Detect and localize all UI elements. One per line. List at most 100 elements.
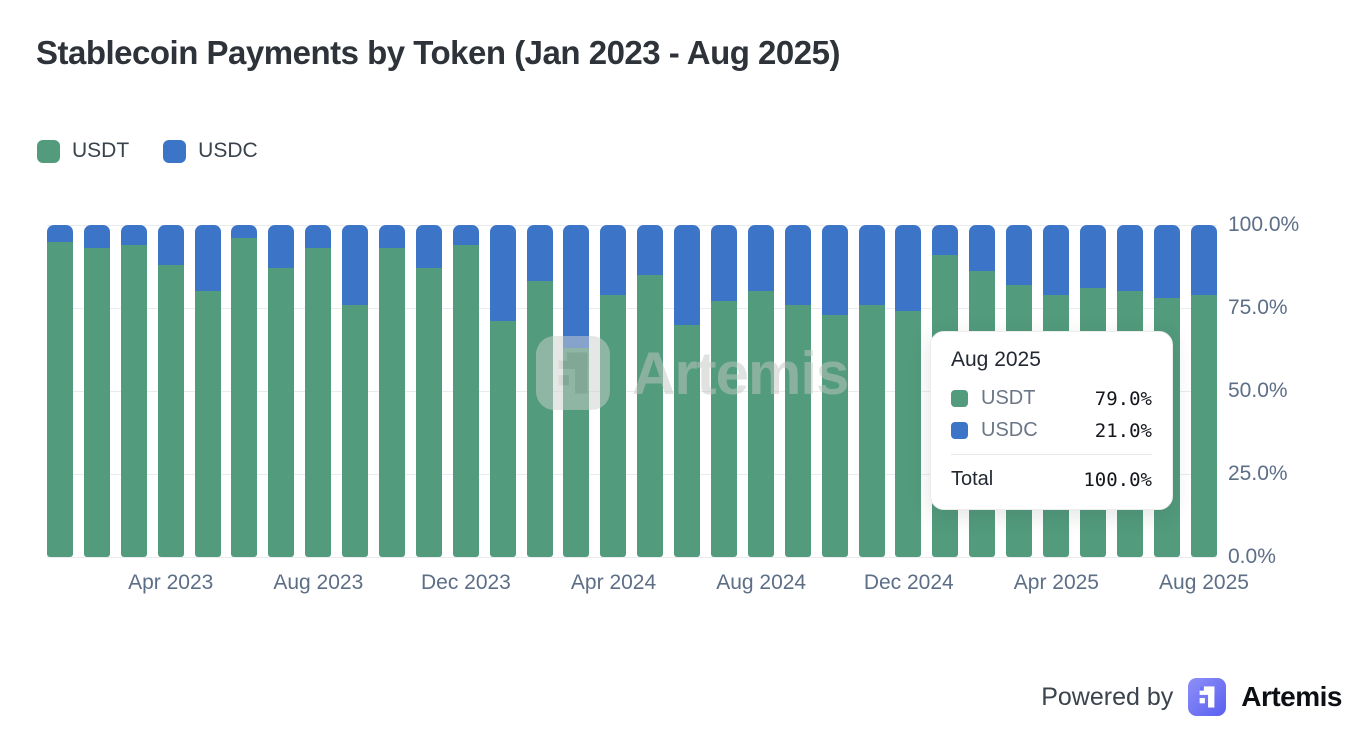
tooltip-total-label: Total — [951, 468, 994, 490]
tooltip-divider — [951, 454, 1152, 455]
bar-aug-2025[interactable] — [1190, 225, 1217, 557]
bar-segment-usdt — [1190, 294, 1217, 557]
bar-segment-usdc — [1079, 225, 1106, 289]
bar-segment-usdt — [563, 347, 590, 557]
bar-segment-usdc — [711, 225, 738, 302]
x-axis-tick: Apr 2023 — [128, 571, 214, 594]
y-axis-tick: 0.0% — [1228, 545, 1276, 568]
bar-nov-2024[interactable] — [858, 225, 885, 557]
x-axis-tick: Dec 2024 — [863, 571, 954, 594]
bar-segment-usdc — [157, 225, 184, 265]
tooltip-total-value: 100.0% — [1083, 468, 1152, 491]
usdc-swatch-icon — [951, 422, 968, 439]
bar-segment-usdt — [157, 264, 184, 557]
bar-may-2024[interactable] — [637, 225, 664, 557]
bar-segment-usdc — [415, 225, 442, 269]
bar-oct-2024[interactable] — [821, 225, 848, 557]
bar-segment-usdc — [969, 225, 996, 272]
bar-feb-2024[interactable] — [526, 225, 553, 557]
bar-segment-usdt — [83, 248, 110, 557]
bar-aug-2024[interactable] — [747, 225, 774, 557]
x-axis-tick: Apr 2024 — [570, 571, 657, 594]
bar-segment-usdt — [231, 238, 258, 557]
bar-segment-usdc — [747, 225, 774, 292]
powered-by-footer[interactable]: Powered by Artemis — [1041, 678, 1342, 716]
bar-segment-usdc — [379, 225, 406, 249]
gridline — [47, 474, 1217, 475]
bar-segment-usdt — [600, 294, 627, 557]
x-axis: Apr 2023 Aug 2023 Dec 2023 Apr 2024 Aug 2024… — [47, 571, 1249, 601]
bar-jan-2024[interactable] — [489, 225, 516, 557]
bar-apr-2024[interactable] — [600, 225, 627, 557]
x-axis-tick: Apr 2025 — [1013, 571, 1099, 594]
usdc-swatch-icon — [163, 139, 187, 163]
bar-dec-2024[interactable] — [895, 225, 922, 557]
bar-segment-usdt — [711, 301, 738, 557]
bar-segment-usdc — [1153, 225, 1180, 299]
bar-segment-usdt — [415, 268, 442, 557]
gridline — [47, 557, 1217, 558]
usdt-swatch-icon — [951, 390, 968, 407]
tooltip-label-usdt: USDT — [981, 387, 1036, 409]
tooltip-label-usdc: USDC — [981, 419, 1038, 441]
bar-segment-usdc — [784, 225, 811, 305]
x-axis-tick: Aug 2023 — [273, 571, 364, 594]
bar-segment-usdc — [268, 225, 295, 269]
bar-segment-usdc — [526, 225, 553, 282]
bar-segment-usdt — [305, 248, 332, 557]
bar-feb-2023[interactable] — [83, 225, 110, 557]
legend-item-usdc[interactable]: USDC — [163, 139, 258, 163]
y-axis-tick: 25.0% — [1228, 462, 1288, 485]
bar-jan-2023[interactable] — [47, 225, 73, 557]
bar-segment-usdc — [1116, 225, 1143, 292]
x-axis-tick: Aug 2025 — [1159, 571, 1249, 594]
bar-segment-usdc — [83, 225, 110, 249]
bar-jul-2024[interactable] — [711, 225, 738, 557]
bar-segment-usdc — [637, 225, 664, 275]
tooltip: Aug 2025 USDT 79.0% USDC 21.0% Total 100… — [930, 331, 1173, 510]
bar-segment-usdt — [674, 324, 701, 557]
bar-sep-2024[interactable] — [784, 225, 811, 557]
legend-label-usdc: USDC — [198, 139, 258, 162]
bar-dec-2023[interactable] — [452, 225, 479, 557]
bar-mar-2023[interactable] — [120, 225, 147, 557]
bar-jun-2024[interactable] — [674, 225, 701, 557]
bar-segment-usdt — [342, 304, 369, 557]
bar-may-2023[interactable] — [194, 225, 221, 557]
bar-segment-usdc — [895, 225, 922, 312]
bar-segment-usdc — [231, 225, 258, 239]
legend: USDT USDC — [37, 139, 258, 163]
bar-nov-2023[interactable] — [415, 225, 442, 557]
y-axis-tick: 100.0% — [1228, 213, 1300, 236]
bar-segment-usdt — [489, 321, 516, 557]
y-axis-tick: 75.0% — [1228, 296, 1288, 319]
bar-segment-usdc — [563, 225, 590, 348]
bar-segment-usdc — [489, 225, 516, 322]
chart-title: Stablecoin Payments by Token (Jan 2023 -… — [36, 34, 840, 71]
bar-segment-usdc — [821, 225, 848, 315]
bar-segment-usdc — [600, 225, 627, 295]
bar-segment-usdc — [305, 225, 332, 249]
legend-item-usdt[interactable]: USDT — [37, 139, 129, 163]
tooltip-total-row: Total 100.0% — [951, 468, 1152, 491]
bar-sep-2023[interactable] — [342, 225, 369, 557]
bar-segment-usdt — [526, 281, 553, 557]
bar-segment-usdc — [342, 225, 369, 305]
bar-segment-usdc — [932, 225, 959, 255]
bar-segment-usdt — [194, 291, 221, 557]
bar-segment-usdt — [268, 268, 295, 557]
tooltip-value-usdt: 79.0% — [1094, 387, 1152, 410]
bar-aug-2023[interactable] — [305, 225, 332, 557]
bar-segment-usdc — [47, 225, 73, 242]
bar-mar-2024[interactable] — [563, 225, 590, 557]
brand-name: Artemis — [1241, 681, 1342, 712]
bar-segment-usdc — [452, 225, 479, 245]
artemis-logo-icon — [1188, 678, 1227, 716]
bar-oct-2023[interactable] — [379, 225, 406, 557]
bar-jul-2023[interactable] — [268, 225, 295, 557]
legend-label-usdt: USDT — [72, 139, 130, 162]
y-axis: 100.0% 75.0% 50.0% 25.0% 0.0% — [1228, 213, 1348, 568]
tooltip-value-usdc: 21.0% — [1094, 419, 1152, 442]
bar-apr-2023[interactable] — [157, 225, 184, 557]
bar-jun-2023[interactable] — [231, 225, 258, 557]
